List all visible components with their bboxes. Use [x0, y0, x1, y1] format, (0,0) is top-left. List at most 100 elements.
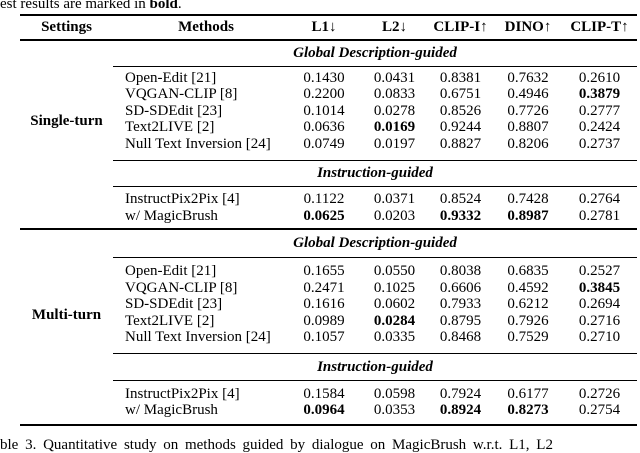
value-cell: 0.4592 — [507, 279, 549, 296]
value-cell: 0.2716 — [578, 312, 621, 329]
value-cell: 0.1122 — [303, 191, 345, 207]
section-title: Global Description-guided — [293, 44, 457, 61]
table-row: Null Text Inversion [24] 0.0749 0.0197 0.88… — [20, 136, 637, 153]
value-cell: 0.8526 — [439, 102, 482, 119]
value-cell: 0.0989 — [303, 312, 345, 329]
method-cell: InstructPix2Pix [4] — [125, 385, 240, 402]
value-cell: 0.0602 — [373, 296, 416, 312]
caption-top-suffix: . — [177, 0, 182, 12]
table-row: Text2LIVE [2] 0.0989 0.0284 0.8795 0.7926 0.2… — [20, 313, 637, 330]
method-cell: Null Text Inversion [24] — [125, 135, 271, 152]
value-cell: 0.2781 — [578, 207, 621, 224]
value-cell: 0.7933 — [439, 296, 482, 312]
table-top-rule — [20, 14, 637, 16]
table-body: Global Description-guided Open-Edit [21] 0… — [20, 41, 637, 426]
value-cell: 0.0203 — [373, 207, 416, 224]
section-bottom-rule — [113, 352, 637, 354]
value-cell: 0.8795 — [439, 312, 482, 329]
header-methods: Methods — [178, 19, 234, 35]
table-row: SD-SDEdit [23] 0.1014 0.0278 0.8526 0.7726 0.… — [20, 103, 637, 120]
method-cell: w/ MagicBrush — [125, 207, 218, 224]
table-header-row: Settings Methods L1↓ L2↓ CLIP-I↑ DINO↑ C… — [20, 16, 637, 39]
value-cell: 0.1616 — [303, 296, 345, 312]
value-cell: 0.1057 — [303, 329, 345, 345]
value-cell: 0.0636 — [303, 119, 345, 135]
value-cell: 0.8468 — [439, 329, 482, 345]
value-cell: 0.9244 — [439, 119, 482, 135]
section-title: Instruction-guided — [317, 358, 433, 375]
value-cell: 0.8381 — [439, 69, 482, 86]
value-cell: 0.0598 — [373, 385, 416, 402]
value-cell: 0.2200 — [303, 86, 345, 102]
header-dino: DINO↑ — [504, 19, 552, 35]
value-cell: 0.2424 — [578, 119, 621, 135]
caption-top: est results are marked in bold. — [0, 0, 182, 12]
value-cell: 0.6212 — [507, 296, 549, 312]
value-cell: 0.8924 — [439, 402, 482, 418]
value-cell: 0.6177 — [507, 385, 549, 402]
section-title: Global Description-guided — [293, 235, 457, 251]
value-cell: 0.4946 — [507, 86, 549, 102]
value-cell: 0.7632 — [507, 69, 549, 86]
value-cell: 0.3879 — [578, 86, 621, 102]
value-cell: 0.0833 — [373, 86, 416, 102]
caption-bottom: ble 3. Quantitative study on methods gui… — [0, 437, 553, 453]
section-top-rule — [113, 257, 637, 258]
method-cell: InstructPix2Pix [4] — [125, 191, 240, 207]
value-cell: 0.0284 — [373, 312, 416, 329]
value-cell: 0.2610 — [578, 69, 621, 86]
section-bottom-rule — [113, 160, 637, 161]
header-l2: L2↓ — [381, 19, 407, 35]
value-cell: 0.0278 — [373, 102, 416, 119]
section-top-rule — [113, 186, 637, 187]
value-cell: 0.2710 — [578, 329, 621, 345]
value-cell: 0.8987 — [507, 207, 549, 224]
section-top-rule — [113, 379, 637, 381]
value-cell: 0.2754 — [578, 402, 621, 418]
method-cell: SD-SDEdit [23] — [125, 296, 223, 312]
table-row: SD-SDEdit [23] 0.1616 0.0602 0.7933 0.6212 0.… — [20, 296, 637, 313]
caption-top-bold-word: bold — [149, 0, 178, 12]
value-cell: 0.6835 — [507, 263, 549, 279]
table-row: Text2LIVE [2] 0.0636 0.0169 0.9244 0.8807 0.2… — [20, 119, 637, 136]
setting-label-single-turn: Single-turn — [30, 113, 103, 129]
value-cell: 0.6606 — [439, 279, 482, 296]
value-cell: 0.7529 — [507, 329, 549, 345]
header-clip-i: CLIP-I↑ — [433, 19, 488, 35]
method-cell: w/ MagicBrush — [125, 402, 218, 418]
value-cell: 0.8827 — [439, 135, 482, 152]
header-settings: Settings — [41, 19, 92, 35]
method-cell: Text2LIVE [2] — [125, 312, 215, 329]
table-row: Open-Edit [21] 0.1430 0.0431 0.8381 0.7632 0.… — [20, 70, 637, 87]
value-cell: 0.1430 — [303, 69, 345, 86]
value-cell: 0.0749 — [303, 135, 345, 152]
header-bottom-rule — [20, 39, 637, 41]
method-cell: Open-Edit [21] — [125, 69, 217, 86]
value-cell: 0.1014 — [303, 102, 345, 119]
value-cell: 0.2726 — [578, 385, 621, 402]
value-cell: 0.2471 — [303, 279, 345, 296]
value-cell: 0.2737 — [578, 135, 621, 152]
value-cell: 0.2764 — [578, 191, 621, 207]
setting-label-multi-turn: Multi-turn — [31, 307, 102, 323]
value-cell: 0.2527 — [578, 263, 621, 279]
section-rows: Open-Edit [21] 0.1655 0.0550 0.8038 0.6835 0.… — [20, 258, 637, 353]
section-rows: InstructPix2Pix [4] 0.1122 0.0371 0.8524 0.7… — [20, 187, 637, 228]
value-cell: 0.0197 — [373, 135, 416, 152]
value-cell: 0.1025 — [373, 279, 416, 296]
method-cell: VQGAN-CLIP [8] — [125, 279, 238, 296]
table-row: VQGAN-CLIP [8] 0.2200 0.0833 0.6751 0.4946 0.… — [20, 86, 637, 103]
value-cell: 0.0431 — [373, 69, 416, 86]
section-top-rule — [113, 65, 637, 67]
value-cell: 0.7926 — [507, 312, 549, 329]
value-cell: 0.7924 — [439, 385, 482, 402]
table-row: InstructPix2Pix [4] 0.1584 0.0598 0.7924 0.6… — [20, 386, 637, 403]
table-row: w/ MagicBrush 0.0625 0.0203 0.9332 0.8987 0.2… — [20, 208, 637, 225]
table-row: w/ MagicBrush 0.0964 0.0353 0.8924 0.8273 0.2… — [20, 402, 637, 419]
value-cell: 0.0353 — [373, 402, 416, 418]
section-rows: Open-Edit [21] 0.1430 0.0431 0.8381 0.7632 0.… — [20, 67, 637, 161]
value-cell: 0.7726 — [507, 102, 549, 119]
value-cell: 0.8524 — [439, 191, 482, 207]
value-cell: 0.0371 — [373, 191, 416, 207]
value-cell: 0.0550 — [373, 263, 416, 279]
